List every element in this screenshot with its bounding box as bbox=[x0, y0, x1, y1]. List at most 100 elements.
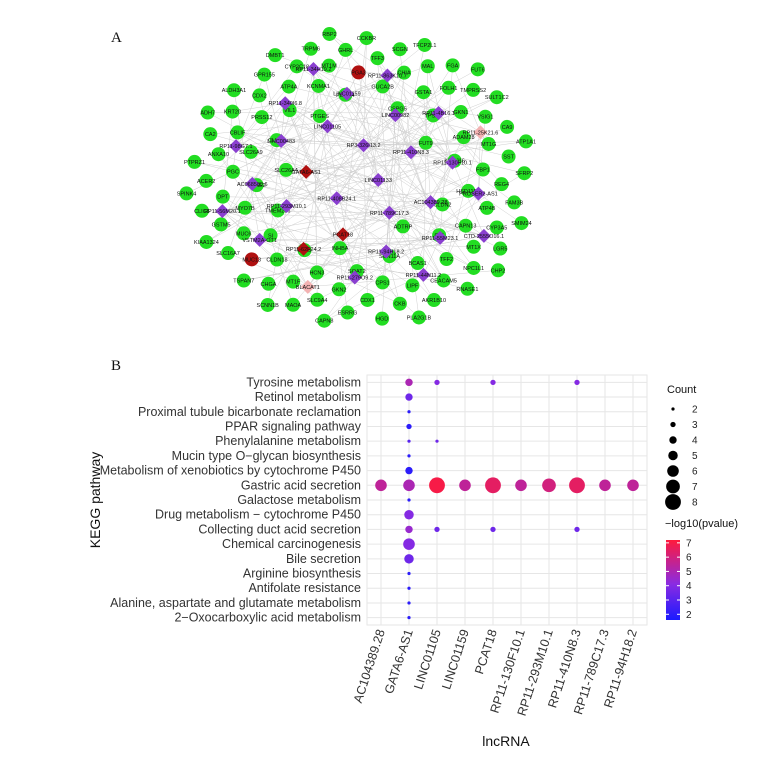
gene-node bbox=[489, 90, 504, 105]
gene-node bbox=[466, 239, 481, 254]
gene-node-label: RBP2 bbox=[322, 32, 336, 38]
legend-color-label: 2 bbox=[686, 610, 692, 621]
gene-node bbox=[416, 85, 431, 100]
y-tick-label: Drug metabolism − cytochrome P450 bbox=[155, 508, 361, 522]
gene-node bbox=[322, 26, 337, 41]
legend-count-label: 4 bbox=[692, 436, 698, 447]
gene-node-label: SI bbox=[268, 233, 274, 239]
gene-node-label: CAPN8 bbox=[315, 319, 333, 325]
network-edge bbox=[313, 68, 431, 203]
legend-count-items: 2 3 4 5 6 7 8 bbox=[665, 405, 698, 510]
gene-node-label: MT1X bbox=[466, 245, 481, 251]
gene-node-label: PGC bbox=[227, 170, 239, 176]
gene-node-label: GSTM5 bbox=[212, 222, 231, 228]
gene-node bbox=[243, 144, 258, 159]
data-point bbox=[459, 479, 471, 492]
lncrna-node bbox=[329, 191, 344, 206]
gene-node-label: RNASE1 bbox=[456, 287, 478, 293]
legend-count-dot bbox=[665, 494, 681, 510]
gene-node bbox=[493, 241, 508, 256]
lncrna-node-label: PCAT18 bbox=[333, 232, 353, 238]
gene-node-label: CLIC6 bbox=[194, 209, 210, 215]
network-edge bbox=[336, 162, 453, 199]
network-edge bbox=[306, 171, 379, 181]
lncrna-node bbox=[471, 186, 486, 201]
legend-color-ticks: 2 3 4 5 6 7 bbox=[666, 538, 692, 621]
gene-node bbox=[405, 278, 420, 293]
lncrna-node bbox=[339, 86, 354, 101]
lncrna-node-label: RP11-130F10.1 bbox=[433, 161, 471, 167]
gene-node bbox=[456, 130, 471, 145]
gene-node-label: SOAT2 bbox=[348, 269, 366, 275]
network-edge bbox=[307, 87, 449, 288]
network-edge bbox=[267, 75, 388, 306]
lncrna-node bbox=[347, 270, 362, 285]
gene-node-label: FBP1 bbox=[476, 167, 490, 173]
network-edge bbox=[259, 239, 468, 290]
network-edge bbox=[252, 144, 364, 185]
network-edge bbox=[222, 132, 481, 212]
gene-node-label: CHIA bbox=[397, 71, 410, 77]
gene-node bbox=[317, 313, 332, 328]
legend-color-label: 3 bbox=[686, 596, 692, 607]
gene-node-label: TFF3 bbox=[371, 56, 384, 62]
gene-node bbox=[236, 273, 251, 288]
lncrna-node-label: RP11-98G7.1 bbox=[219, 144, 252, 150]
gene-node-label: SST bbox=[503, 155, 514, 161]
network-edge bbox=[206, 103, 286, 182]
lncrna-node-label: RP11-44N11.2 bbox=[406, 273, 442, 279]
network-edge bbox=[286, 49, 346, 207]
gene-node bbox=[445, 58, 460, 73]
y-tick-label: Collecting duct acid secretion bbox=[198, 522, 361, 536]
network-nodes: ADTRP SLC26A4 FUT9 INHBA PTGES CLDN2 TMEM236 CS… bbox=[177, 26, 536, 328]
network-edge bbox=[252, 183, 484, 237]
gene-node bbox=[466, 82, 481, 97]
data-point bbox=[515, 479, 527, 492]
gene-node bbox=[460, 281, 475, 296]
data-point bbox=[490, 379, 496, 386]
lncrna-node bbox=[380, 68, 395, 83]
y-tick-label: Chemical carcinogenesis bbox=[222, 537, 361, 551]
data-point bbox=[404, 509, 414, 520]
legend-color-title: −log10(pvalue) bbox=[665, 518, 738, 530]
gene-node bbox=[466, 260, 481, 275]
gene-node-label: REG4 bbox=[494, 182, 509, 188]
gene-node bbox=[286, 297, 301, 312]
lncrna-node-label: RP11-789C17.3 bbox=[370, 211, 409, 217]
data-point bbox=[407, 498, 411, 502]
lncrna-node-label: VSTM2A-OT1 bbox=[242, 238, 277, 244]
network-edge bbox=[280, 48, 312, 141]
gene-node bbox=[309, 265, 324, 280]
gene-node-label: SFRP2 bbox=[515, 171, 533, 177]
lncrna-node-label: RP11-62F24.2 bbox=[286, 247, 321, 253]
gene-node-label: LIPF bbox=[407, 283, 419, 289]
gene-node-label: SCGN bbox=[392, 47, 408, 53]
gene-node-label: HGD bbox=[376, 317, 388, 323]
lncrna-node bbox=[300, 279, 315, 294]
y-tick-label: Antifolate resistance bbox=[248, 581, 361, 595]
network-edge bbox=[256, 126, 328, 186]
gene-node bbox=[230, 125, 245, 140]
gene-node bbox=[200, 105, 215, 120]
network-edge bbox=[250, 151, 431, 203]
gene-node-label: CYP2C18 bbox=[285, 64, 309, 70]
gene-node bbox=[475, 162, 490, 177]
gene-node-label: CA2 bbox=[205, 132, 216, 138]
network-edge bbox=[259, 145, 364, 241]
gene-node-label: FUT6 bbox=[471, 67, 485, 73]
data-point bbox=[404, 554, 414, 564]
gene-node-label: CKB bbox=[394, 302, 406, 308]
gene-node bbox=[226, 83, 241, 98]
legend-count-dot bbox=[667, 465, 679, 477]
gene-node bbox=[289, 59, 304, 74]
gene-node-label: HSD11B2 bbox=[456, 189, 480, 195]
gene-node-label: MT1M bbox=[321, 64, 337, 70]
gene-node-label: CDX2 bbox=[252, 93, 267, 99]
gene-node bbox=[360, 292, 375, 307]
lncrna-node-label: RP11-410N8.3 bbox=[393, 150, 429, 156]
gene-node bbox=[338, 42, 353, 57]
network-edge bbox=[478, 193, 522, 224]
gene-node bbox=[236, 226, 251, 241]
gene-node bbox=[518, 134, 533, 149]
lncrna-node bbox=[476, 228, 491, 243]
